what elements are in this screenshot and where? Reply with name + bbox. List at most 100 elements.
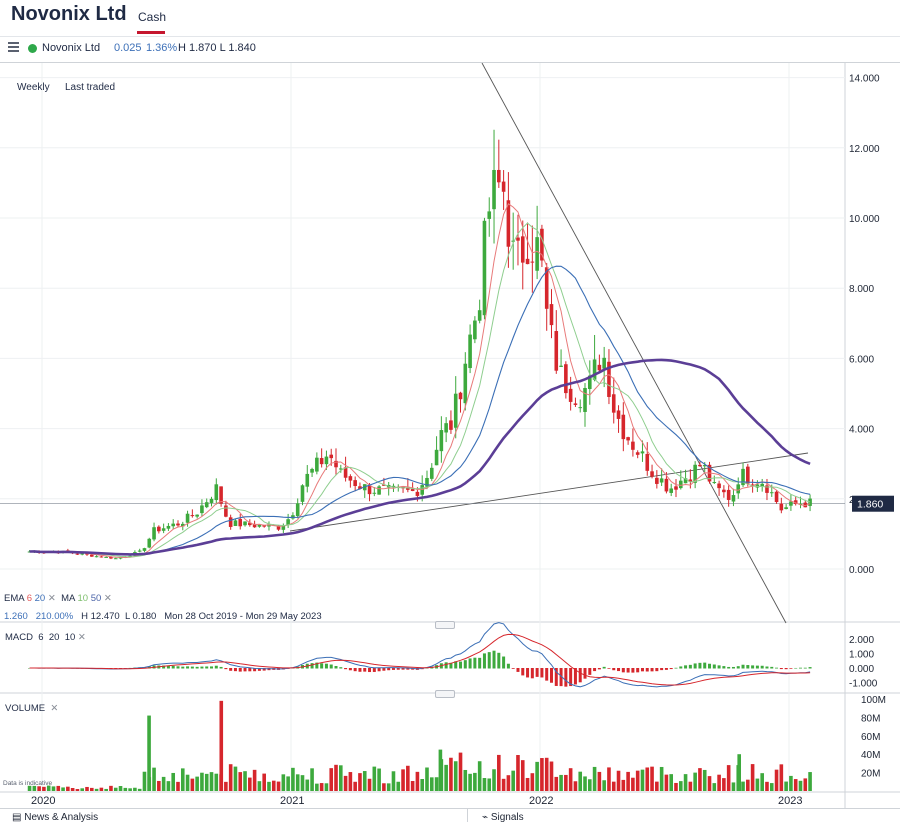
volume-bar (755, 778, 760, 791)
candle-body (516, 237, 520, 241)
candle-body (248, 522, 252, 526)
macd-histogram-bar (693, 663, 697, 669)
volume-bar (592, 766, 597, 791)
candle-body (645, 453, 650, 471)
macd-histogram-bar (703, 662, 707, 669)
remove-macd-icon[interactable]: ✕ (77, 632, 86, 643)
candle-body (80, 553, 85, 555)
macd-histogram-bar (257, 668, 261, 671)
x-tick-label: 2021 (280, 795, 304, 807)
volume-bar (698, 768, 702, 791)
period-selector[interactable]: Weekly (17, 82, 50, 93)
macd-histogram-bar (358, 668, 362, 672)
tab-news[interactable]: ▤ News & Analysis (12, 812, 98, 823)
candle-body (544, 267, 549, 309)
volume-bar (583, 776, 587, 791)
candle-body (425, 477, 429, 487)
volume-tick-label: 80M (861, 713, 880, 724)
news-icon: ▤ (12, 812, 22, 823)
candle-body (702, 465, 707, 467)
remove-ma-icon[interactable]: ✕ (103, 593, 112, 604)
trend-line-down (481, 63, 787, 624)
volume-bar (27, 785, 32, 791)
volume-bar (717, 774, 721, 791)
candle-body (607, 361, 611, 397)
volume-bar (248, 777, 252, 791)
candle-body (406, 487, 410, 490)
macd-histogram-bar (779, 668, 783, 670)
candle-body (525, 258, 530, 265)
menu-icon[interactable] (8, 42, 19, 52)
macd-p1: 6 (38, 632, 44, 643)
macd-histogram-bar (803, 667, 807, 669)
volume-bar (664, 774, 669, 791)
candle-body (190, 515, 195, 517)
candle-body (329, 454, 334, 459)
volume-bar (487, 778, 492, 791)
candle-body (195, 514, 199, 517)
volume-tick-label: 100M (861, 695, 886, 706)
macd-histogram-bar (406, 668, 410, 670)
price-type-selector[interactable]: Last traded (65, 82, 116, 93)
candle-body (429, 467, 434, 479)
macd-histogram-bar (162, 665, 166, 669)
candle-body (444, 423, 448, 433)
macd-histogram-bar (540, 668, 544, 678)
macd-legend: MACD 6 20 10 ✕ (5, 632, 86, 643)
candle-body (669, 488, 674, 493)
macd-histogram-bar (310, 663, 314, 669)
volume-bar (731, 782, 736, 791)
remove-volume-icon[interactable]: ✕ (50, 703, 59, 714)
remove-ema-icon[interactable]: ✕ (47, 593, 56, 604)
candle-body (257, 524, 262, 527)
panel-resize-handle[interactable] (435, 690, 455, 698)
macd-histogram-bar (334, 666, 338, 669)
candle-body (152, 527, 156, 540)
panel-resize-handle[interactable] (435, 621, 455, 629)
header: Novonix Ltd Cash (0, 0, 900, 36)
macd-histogram-bar (593, 668, 597, 672)
macd-histogram-bar (506, 663, 510, 669)
macd-histogram-bar (176, 666, 180, 669)
volume-bar (51, 786, 56, 791)
macd-histogram-bar (315, 662, 319, 669)
volume-bar (377, 768, 381, 791)
candle-body (588, 375, 592, 390)
macd-histogram-bar (396, 668, 400, 670)
volume-bar (204, 773, 209, 791)
candle-body (358, 486, 362, 490)
macd-histogram-bar (186, 666, 190, 669)
candle-body (171, 523, 176, 527)
price-chart[interactable]: 14.000 12.000 10.000 8.000 6.000 4.000 2.000 0.… (0, 63, 900, 808)
macd-histogram-bar (808, 667, 812, 669)
volume-bar (200, 772, 204, 791)
macd-histogram-bar (492, 650, 496, 669)
macd-histogram-bar (459, 661, 463, 669)
candle-body (348, 476, 353, 481)
tab-cash[interactable]: Cash (138, 10, 167, 24)
macd-histogram-bar (511, 668, 515, 669)
volume-bar (621, 779, 626, 791)
volume-bar (588, 779, 592, 791)
tab-signals[interactable]: ⌁ Signals (482, 812, 524, 823)
candle-body (276, 525, 281, 530)
macd-histogram-bar (727, 666, 731, 669)
macd-tick-label: 0.000 (849, 664, 874, 675)
macd-histogram-bar (655, 668, 659, 672)
macd-histogram-bar (578, 668, 582, 683)
volume-bar (180, 768, 185, 791)
y-tick-label: 14.000 (849, 74, 880, 85)
candle-body (506, 200, 511, 247)
candle-body (157, 526, 161, 532)
macd-histogram-bar (612, 668, 616, 671)
volume-bar (42, 786, 46, 791)
volume-bar (243, 771, 247, 791)
candle-body (219, 486, 223, 504)
macd-histogram-bar (583, 668, 587, 679)
volume-bar (358, 773, 362, 791)
macd-histogram-bar (463, 660, 467, 669)
volume-bar (674, 782, 678, 791)
macd-histogram-bar (526, 668, 530, 678)
volume-bar (80, 788, 85, 791)
macd-histogram-bar (219, 666, 223, 669)
